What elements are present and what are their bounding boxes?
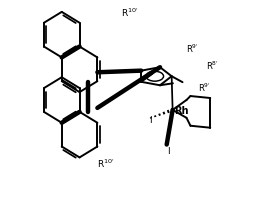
Text: R$^{10'}$: R$^{10'}$ bbox=[97, 157, 115, 169]
Text: R$^{9'}$: R$^{9'}$ bbox=[198, 82, 211, 94]
Text: I: I bbox=[149, 116, 152, 125]
Text: Rh: Rh bbox=[175, 106, 189, 116]
Text: R$^{8'}$: R$^{8'}$ bbox=[206, 59, 219, 71]
Text: R$^{10'}$: R$^{10'}$ bbox=[121, 7, 139, 19]
Text: R$^{9'}$: R$^{9'}$ bbox=[187, 42, 199, 55]
Text: I: I bbox=[167, 147, 169, 156]
